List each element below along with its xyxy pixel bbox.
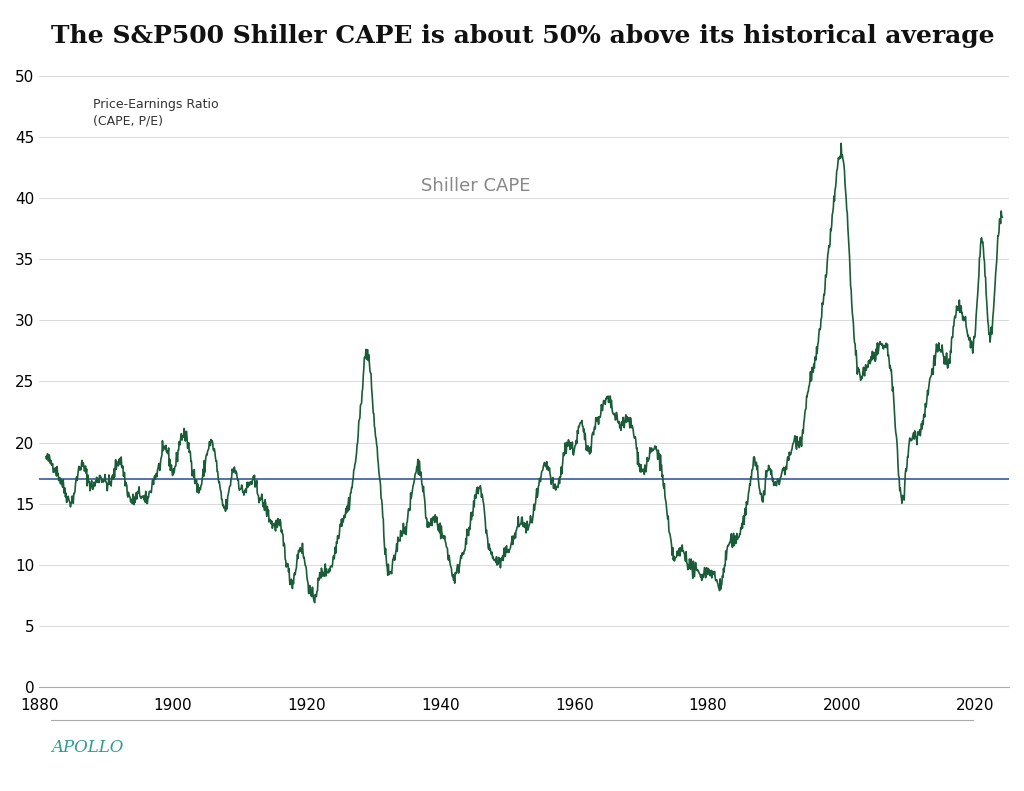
Text: APOLLO: APOLLO — [51, 739, 124, 756]
Text: The S&P500 Shiller CAPE is about 50% above its historical average: The S&P500 Shiller CAPE is about 50% abo… — [51, 24, 995, 47]
Text: Price-Earnings Ratio
(CAPE, P/E): Price-Earnings Ratio (CAPE, P/E) — [92, 98, 218, 127]
Text: Shiller CAPE: Shiller CAPE — [421, 177, 530, 195]
